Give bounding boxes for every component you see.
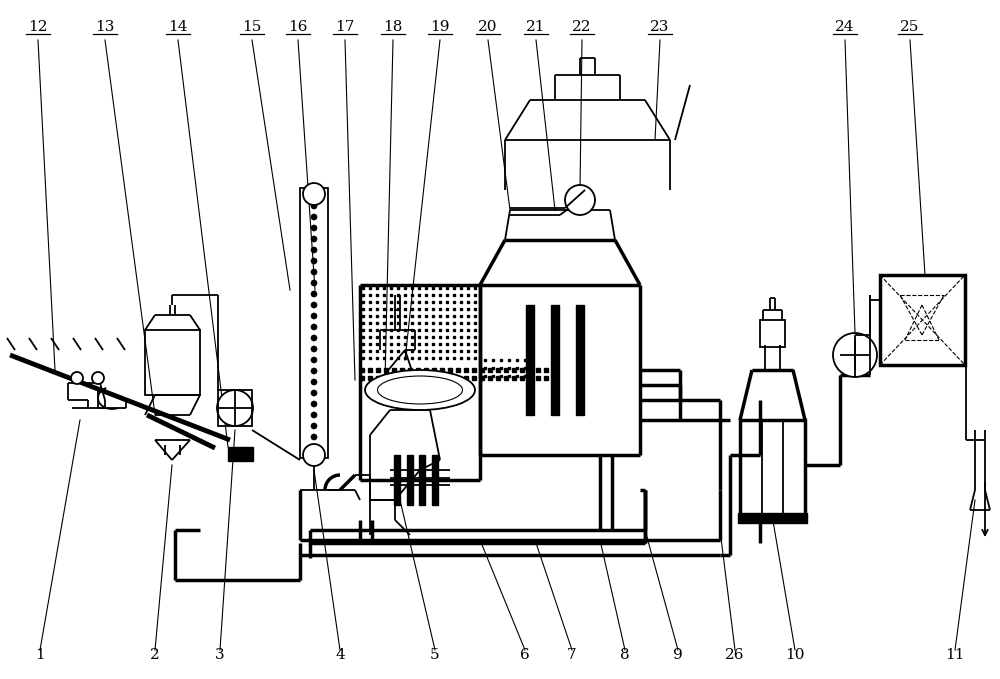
Text: 20: 20 (478, 20, 498, 34)
Text: 15: 15 (242, 20, 262, 34)
Bar (740, 420, 805, 515)
Circle shape (311, 203, 317, 209)
Text: 1: 1 (35, 648, 45, 662)
Circle shape (303, 183, 325, 205)
Circle shape (311, 445, 317, 451)
Text: 10: 10 (785, 648, 805, 662)
Circle shape (92, 372, 104, 384)
Text: 25: 25 (900, 20, 920, 34)
Circle shape (311, 335, 317, 341)
Text: 18: 18 (383, 20, 403, 34)
Text: 21: 21 (526, 20, 546, 34)
Bar (551, 305, 559, 415)
Circle shape (303, 444, 325, 466)
Bar (394, 455, 400, 505)
Bar (576, 305, 584, 415)
Text: 9: 9 (673, 648, 683, 662)
Circle shape (311, 269, 317, 275)
Bar (880, 275, 965, 365)
Text: 24: 24 (835, 20, 855, 34)
Circle shape (311, 368, 317, 374)
Bar (228, 447, 253, 461)
Bar (432, 455, 438, 505)
Text: 16: 16 (288, 20, 308, 34)
Circle shape (311, 225, 317, 231)
Circle shape (311, 434, 317, 440)
Text: 6: 6 (520, 648, 530, 662)
Text: 12: 12 (28, 20, 48, 34)
Circle shape (311, 390, 317, 396)
Circle shape (311, 247, 317, 253)
Circle shape (311, 412, 317, 418)
Circle shape (311, 258, 317, 264)
Ellipse shape (365, 370, 475, 410)
Bar (526, 305, 534, 415)
Text: 11: 11 (945, 648, 965, 662)
Circle shape (311, 401, 317, 407)
Bar (145, 330, 200, 395)
Circle shape (311, 192, 317, 198)
Circle shape (833, 333, 877, 377)
Circle shape (311, 423, 317, 429)
Bar (218, 390, 252, 426)
Text: 19: 19 (430, 20, 450, 34)
Text: 4: 4 (335, 648, 345, 662)
Circle shape (311, 357, 317, 363)
Text: 26: 26 (725, 648, 745, 662)
Bar (407, 455, 413, 505)
Circle shape (311, 291, 317, 297)
Circle shape (311, 379, 317, 385)
Text: 23: 23 (650, 20, 670, 34)
Text: 7: 7 (567, 648, 577, 662)
Circle shape (311, 280, 317, 286)
Text: 22: 22 (572, 20, 592, 34)
Circle shape (71, 372, 83, 384)
Text: 8: 8 (620, 648, 630, 662)
Bar (760, 320, 785, 347)
Circle shape (565, 185, 595, 215)
Text: 13: 13 (95, 20, 115, 34)
Text: 17: 17 (335, 20, 355, 34)
Circle shape (311, 302, 317, 308)
Bar (419, 455, 425, 505)
Text: 2: 2 (150, 648, 160, 662)
Circle shape (311, 313, 317, 319)
Circle shape (311, 236, 317, 242)
Circle shape (311, 324, 317, 330)
Bar (738, 513, 807, 523)
Text: 3: 3 (215, 648, 225, 662)
Circle shape (311, 346, 317, 352)
Bar (300, 188, 328, 458)
Text: 14: 14 (168, 20, 188, 34)
Circle shape (311, 214, 317, 220)
Text: 5: 5 (430, 648, 440, 662)
Circle shape (217, 390, 253, 426)
